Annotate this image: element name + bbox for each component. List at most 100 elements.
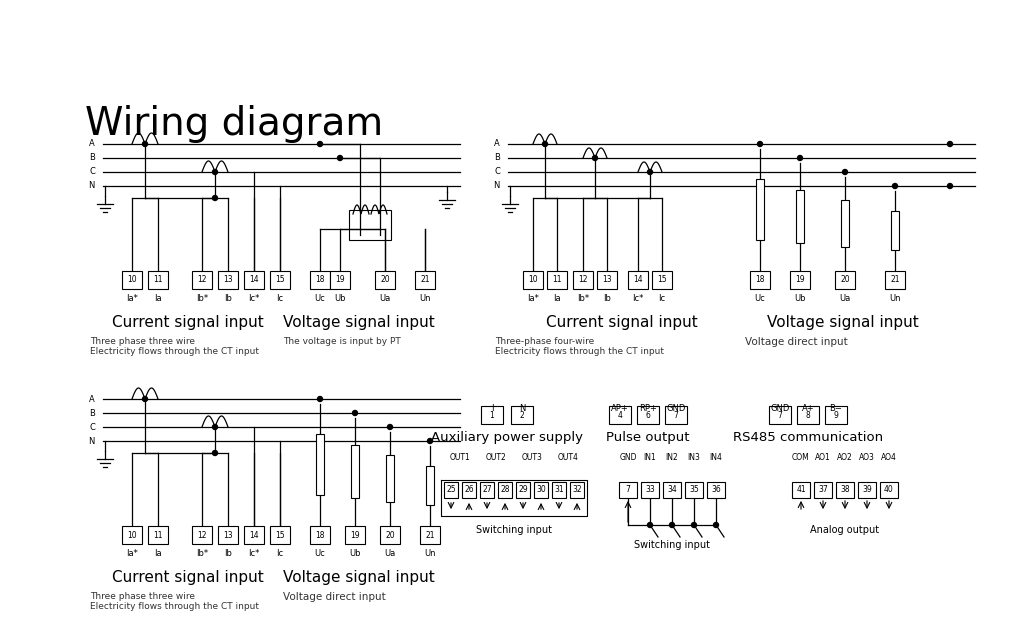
Text: 31: 31	[554, 486, 563, 494]
Text: Ia: Ia	[154, 294, 161, 303]
Text: 10: 10	[127, 276, 137, 284]
Text: 12: 12	[579, 276, 588, 284]
Text: 34: 34	[667, 486, 677, 494]
FancyBboxPatch shape	[663, 482, 681, 498]
FancyBboxPatch shape	[891, 211, 899, 250]
Text: Three phase three wire
Electricity flows through the CT input: Three phase three wire Electricity flows…	[90, 337, 259, 356]
FancyBboxPatch shape	[769, 406, 791, 424]
FancyBboxPatch shape	[880, 482, 898, 498]
FancyBboxPatch shape	[218, 271, 238, 289]
Text: Ib: Ib	[224, 549, 232, 558]
FancyBboxPatch shape	[707, 482, 725, 498]
Text: 19: 19	[795, 276, 805, 284]
Text: Analog output: Analog output	[810, 525, 880, 535]
FancyBboxPatch shape	[349, 210, 391, 240]
Text: Uc: Uc	[315, 549, 326, 558]
Text: 36: 36	[712, 486, 721, 494]
FancyBboxPatch shape	[797, 406, 819, 424]
Text: OUT4: OUT4	[557, 453, 579, 462]
Text: Un: Un	[419, 294, 430, 303]
Text: Ia*: Ia*	[126, 294, 138, 303]
Circle shape	[757, 141, 762, 147]
Text: C: C	[89, 167, 95, 177]
Text: GND: GND	[666, 404, 686, 413]
FancyBboxPatch shape	[270, 526, 290, 544]
Text: 20: 20	[840, 276, 850, 284]
FancyBboxPatch shape	[516, 482, 530, 498]
FancyBboxPatch shape	[825, 406, 847, 424]
Text: Ic: Ic	[659, 294, 666, 303]
Text: B: B	[494, 154, 500, 162]
Text: 20: 20	[381, 276, 390, 284]
FancyBboxPatch shape	[552, 482, 566, 498]
Circle shape	[212, 195, 217, 200]
Circle shape	[318, 396, 323, 401]
Text: Voltage direct input: Voltage direct input	[282, 592, 386, 602]
Circle shape	[648, 170, 653, 175]
FancyBboxPatch shape	[858, 482, 876, 498]
FancyBboxPatch shape	[523, 271, 543, 289]
FancyBboxPatch shape	[573, 271, 593, 289]
Text: B: B	[89, 154, 95, 162]
Text: 7: 7	[674, 411, 678, 419]
Text: 13: 13	[223, 276, 232, 284]
Circle shape	[427, 439, 432, 443]
Text: Ua: Ua	[385, 549, 396, 558]
Text: Voltage signal input: Voltage signal input	[283, 315, 434, 330]
Text: Switching input: Switching input	[634, 540, 710, 550]
Circle shape	[142, 396, 147, 401]
FancyBboxPatch shape	[641, 482, 659, 498]
Text: 40: 40	[884, 486, 894, 494]
Text: 15: 15	[657, 276, 667, 284]
Text: Switching input: Switching input	[476, 525, 552, 535]
Text: Ib*: Ib*	[196, 549, 208, 558]
Text: 19: 19	[350, 531, 359, 539]
Text: Un: Un	[424, 549, 435, 558]
FancyBboxPatch shape	[750, 271, 770, 289]
Text: COM: COM	[792, 453, 810, 462]
FancyBboxPatch shape	[796, 190, 804, 243]
Circle shape	[542, 141, 547, 147]
Text: IN3: IN3	[687, 453, 700, 462]
Text: 37: 37	[818, 486, 828, 494]
Text: GND: GND	[770, 404, 790, 413]
Text: 28: 28	[500, 486, 510, 494]
FancyBboxPatch shape	[547, 271, 567, 289]
FancyBboxPatch shape	[534, 482, 548, 498]
Text: 6: 6	[646, 411, 651, 419]
Text: IN4: IN4	[709, 453, 723, 462]
Text: GND: GND	[619, 453, 636, 462]
FancyBboxPatch shape	[652, 271, 672, 289]
Text: Ic*: Ic*	[632, 294, 644, 303]
Text: 27: 27	[482, 486, 492, 494]
Text: B−: B−	[829, 404, 842, 413]
Text: Ub: Ub	[334, 294, 346, 303]
Text: Current signal input: Current signal input	[546, 315, 698, 330]
FancyBboxPatch shape	[498, 482, 512, 498]
Text: 4: 4	[617, 411, 622, 419]
FancyBboxPatch shape	[380, 526, 400, 544]
FancyBboxPatch shape	[511, 406, 533, 424]
Text: 13: 13	[223, 531, 232, 539]
Text: Ia: Ia	[154, 549, 161, 558]
Circle shape	[593, 156, 598, 160]
Text: 14: 14	[250, 276, 259, 284]
Text: OUT1: OUT1	[450, 453, 470, 462]
FancyBboxPatch shape	[122, 526, 142, 544]
FancyBboxPatch shape	[270, 271, 290, 289]
Text: AO3: AO3	[859, 453, 875, 462]
Text: Ia*: Ia*	[527, 294, 539, 303]
Circle shape	[670, 522, 675, 527]
FancyBboxPatch shape	[218, 526, 238, 544]
Circle shape	[352, 411, 357, 415]
Text: Ib*: Ib*	[196, 294, 208, 303]
Text: 29: 29	[519, 486, 528, 494]
Circle shape	[798, 156, 803, 160]
Text: 38: 38	[840, 486, 850, 494]
Circle shape	[142, 141, 147, 147]
FancyBboxPatch shape	[316, 434, 324, 494]
Text: 19: 19	[335, 276, 345, 284]
FancyBboxPatch shape	[375, 271, 395, 289]
Text: I: I	[490, 404, 493, 413]
Text: RS485 communication: RS485 communication	[733, 431, 883, 444]
